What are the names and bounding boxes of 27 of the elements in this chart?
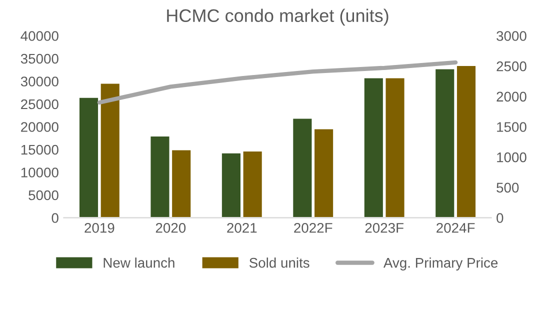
- legend-label: New launch: [104, 258, 174, 268]
- x-tick-label: 2024F: [436, 222, 475, 233]
- legend-label: Avg. Primary Price: [383, 258, 498, 270]
- line-series: [97, 60, 458, 105]
- x-tick-label: 2019: [84, 222, 114, 233]
- x-tick-label: 2023F: [365, 222, 404, 233]
- y2-tick-label: 1500: [497, 122, 526, 132]
- y2-tick-label: 500: [496, 182, 519, 193]
- y2-tick-label: 3000: [496, 31, 526, 41]
- x-tick-label: 2021: [227, 222, 257, 233]
- y-tick-label: 30000: [20, 76, 58, 86]
- y-tick-label: 25000: [21, 99, 58, 110]
- legend-label: Sold units: [249, 258, 310, 268]
- y-tick-label: 20000: [21, 122, 58, 132]
- y2-tick-label: 1000: [497, 152, 526, 162]
- y2-tick-label: 2500: [496, 61, 526, 72]
- y2-tick-label: 0: [496, 213, 504, 223]
- chart-title: HCMC condo market (units): [167, 8, 388, 26]
- x-tick-label: 2022F: [294, 222, 332, 233]
- y2-tick-label: 2000: [496, 92, 526, 102]
- y-tick-label: 40000: [20, 31, 58, 41]
- y-tick-label: 35000: [20, 54, 58, 64]
- y-tick-label: 15000: [21, 144, 58, 155]
- x-tick-label: 2020: [156, 222, 186, 233]
- y-tick-label: 10000: [21, 168, 58, 178]
- y-tick-label: 5000: [28, 190, 58, 200]
- y-tick-label: 0: [52, 213, 58, 223]
